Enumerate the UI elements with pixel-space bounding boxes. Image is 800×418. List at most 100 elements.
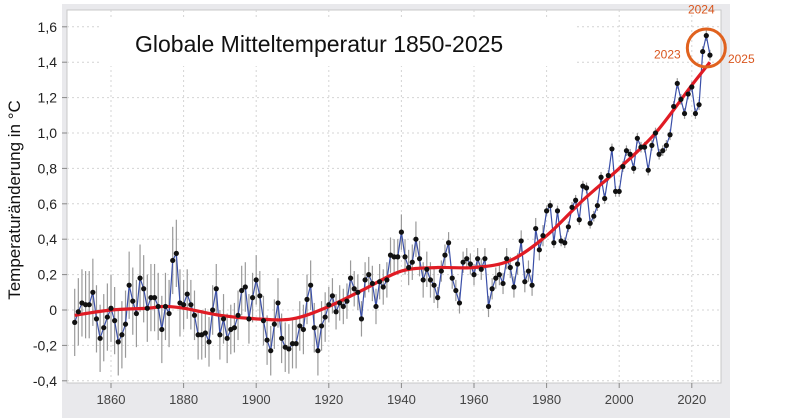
y-axis-label: Temperaturänderung in °C (5, 100, 24, 300)
data-point (562, 240, 568, 246)
data-point (605, 172, 611, 179)
data-point (681, 110, 688, 117)
data-point (162, 303, 169, 310)
x-tick-label: 2020 (677, 392, 706, 407)
data-point (137, 275, 143, 281)
y-tick-label: 0,6 (38, 196, 58, 212)
data-point (206, 339, 212, 345)
data-point (689, 84, 695, 90)
data-point (119, 332, 125, 338)
data-point (340, 303, 346, 310)
data-point (148, 295, 154, 301)
data-point (297, 323, 303, 329)
data-point (424, 266, 430, 272)
x-tick-label: 1880 (169, 392, 198, 407)
data-point (122, 321, 129, 327)
data-point (257, 293, 263, 299)
data-point (667, 132, 673, 138)
y-axis: -0,4 -0,2 0 0,2 0,4 0,6 0,8 1,0 1,2 1,4 1,6 (33, 19, 67, 389)
data-point (308, 282, 314, 288)
data-point (420, 277, 426, 283)
data-point (602, 195, 608, 202)
data-point (253, 277, 259, 283)
data-point (652, 130, 659, 136)
data-point (246, 316, 252, 322)
data-point (362, 277, 368, 283)
data-point (594, 202, 601, 209)
data-point (456, 300, 463, 306)
data-point (279, 335, 285, 341)
y-tick-label: 1,0 (38, 125, 58, 141)
data-point (623, 148, 630, 154)
data-point (358, 316, 365, 322)
data-point (409, 259, 415, 265)
data-point (151, 295, 158, 301)
data-point (598, 174, 604, 180)
data-point (642, 144, 648, 150)
data-point (540, 233, 546, 239)
data-point (90, 289, 96, 295)
data-point (678, 96, 684, 102)
data-point (442, 252, 448, 258)
x-tick-label: 2000 (605, 392, 634, 407)
data-point (217, 332, 223, 338)
data-point (402, 254, 408, 260)
data-point (329, 293, 336, 299)
data-point (685, 91, 691, 97)
y-tick-label: -0,4 (33, 373, 57, 389)
data-point (656, 151, 662, 157)
data-point (191, 312, 198, 318)
data-point (130, 298, 136, 304)
data-point (112, 318, 118, 324)
data-point (377, 279, 383, 285)
data-point (663, 142, 669, 148)
data-point (583, 185, 590, 191)
data-point (475, 256, 481, 262)
data-point (453, 287, 459, 294)
data-point (304, 296, 310, 302)
data-point (344, 298, 350, 304)
x-tick-label: 1940 (387, 392, 416, 407)
data-point (435, 295, 441, 301)
data-point (86, 302, 92, 308)
x-tick-label: 1900 (242, 392, 271, 407)
data-point (634, 135, 640, 141)
data-point (220, 316, 227, 322)
data-point (311, 325, 317, 331)
data-point (489, 286, 495, 292)
data-point (355, 289, 361, 295)
data-point (188, 302, 194, 308)
data-point (703, 33, 709, 39)
data-point (289, 341, 296, 347)
data-point (75, 309, 81, 315)
data-point (413, 236, 419, 242)
data-point (326, 302, 332, 308)
data-point (529, 282, 535, 288)
data-point (210, 307, 216, 313)
data-point (573, 197, 579, 203)
data-point (97, 335, 103, 341)
data-point (671, 103, 677, 110)
data-point (260, 318, 267, 324)
data-point (645, 167, 651, 173)
data-point (525, 268, 532, 274)
data-point (337, 300, 343, 306)
data-point (507, 264, 513, 271)
data-point (391, 254, 397, 260)
data-point (627, 151, 633, 157)
data-point (286, 346, 292, 352)
y-tick-label: 0 (49, 302, 57, 318)
x-tick-label: 1920 (314, 392, 343, 407)
data-point (101, 325, 107, 331)
data-point (293, 341, 299, 347)
data-point (224, 335, 230, 341)
y-tick-label: 1,6 (38, 19, 58, 35)
data-point (460, 259, 466, 265)
data-point (660, 148, 666, 154)
data-point (380, 284, 386, 290)
data-point (141, 286, 147, 292)
data-point (264, 337, 270, 343)
data-point (239, 287, 245, 294)
data-point (496, 272, 503, 278)
